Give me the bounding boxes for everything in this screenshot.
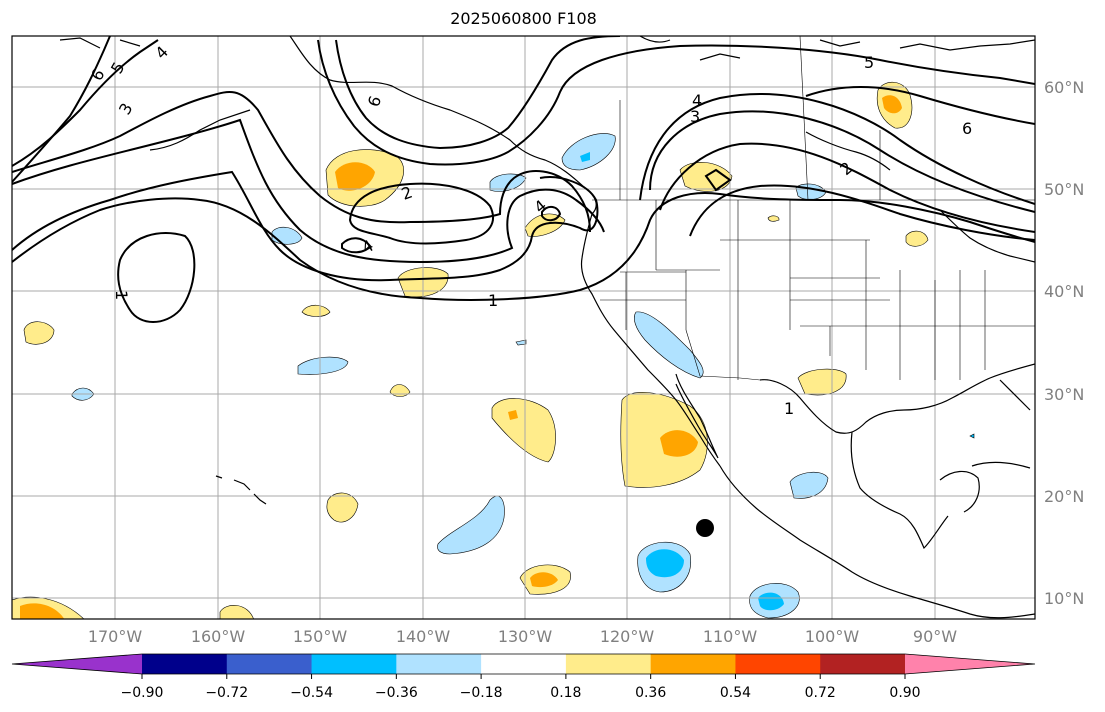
colorbar-tick-label: 0.90 <box>889 685 920 701</box>
lat-label-50n: 50°N <box>1044 180 1084 199</box>
colorbar-tick-label: 0.72 <box>805 685 836 701</box>
lon-label-90w: 90°W <box>913 627 957 646</box>
colorbar-segment <box>650 654 736 674</box>
coastlines-borders <box>59 36 1035 619</box>
lon-label-100w: 100°W <box>805 627 860 646</box>
contour-label-3b: 3 <box>690 107 700 126</box>
lon-label-130w: 130°W <box>498 627 553 646</box>
colorbar-segment <box>481 654 567 674</box>
colorbar-tick-label: −0.54 <box>290 685 333 701</box>
graticule <box>12 36 1035 619</box>
colorbar-segment <box>735 654 821 674</box>
lat-label-40n: 40°N <box>1044 282 1084 301</box>
height-contours <box>12 36 1035 323</box>
contour-label-1b: 1 <box>112 290 131 300</box>
storm-center-dot <box>696 519 714 537</box>
colorbar: −0.90 −0.72 −0.54 −0.36 −0.18 0.18 0.36 0.54 0.7… <box>11 653 1036 701</box>
lon-label-140w: 140°W <box>396 627 451 646</box>
colorbar-segment <box>565 654 652 674</box>
colorbar-segment <box>226 654 313 674</box>
colorbar-extend-max <box>905 654 1035 674</box>
colorbar-segment <box>820 654 906 674</box>
lat-label-20n: 20°N <box>1044 487 1084 506</box>
lon-label-160w: 160°W <box>191 627 246 646</box>
colorbar-tick-label: 0.18 <box>550 685 581 701</box>
colorbar-tick-label: 0.36 <box>635 685 666 701</box>
colorbar-tick-label: −0.72 <box>205 685 248 701</box>
map-frame <box>11 35 1036 620</box>
colorbar-segment <box>396 654 482 674</box>
colorbar-extend-min <box>12 654 142 674</box>
colorbar-tick-label: 0.54 <box>720 685 751 701</box>
lon-label-110w: 110°W <box>703 627 758 646</box>
colorbar-tick-label: −0.36 <box>375 685 418 701</box>
lat-label-10n: 10°N <box>1044 589 1084 608</box>
contour-label-6c: 6 <box>962 119 972 138</box>
contour-label-1a: 1 <box>488 291 498 310</box>
colorbar-tick-label: −0.90 <box>121 685 164 701</box>
longitude-labels: 170°W 160°W 150°W 140°W 130°W 120°W 110°… <box>88 627 957 646</box>
lon-label-120w: 120°W <box>600 627 655 646</box>
colorbar-tick-label: −0.18 <box>460 685 503 701</box>
latitude-labels: 10°N 20°N 30°N 40°N 50°N 60°N <box>1044 78 1084 608</box>
negative-anomaly-shading <box>71 133 975 619</box>
contour-label-1c: 1 <box>784 399 794 418</box>
lon-label-150w: 150°W <box>293 627 348 646</box>
contour-label-4d: 4 <box>692 91 702 110</box>
map-plot-area: 6 5 4 3 6 2 4 4 1 1 5 4 3 6 2 1 <box>12 36 1035 619</box>
colorbar-segment <box>142 654 228 674</box>
lon-label-170w: 170°W <box>88 627 143 646</box>
contour-label-5b: 5 <box>864 53 874 72</box>
colorbar-segment <box>311 654 397 674</box>
lat-label-30n: 30°N <box>1044 385 1084 404</box>
map-title: 2025060800 F108 <box>450 9 597 28</box>
lat-label-60n: 60°N <box>1044 78 1084 97</box>
